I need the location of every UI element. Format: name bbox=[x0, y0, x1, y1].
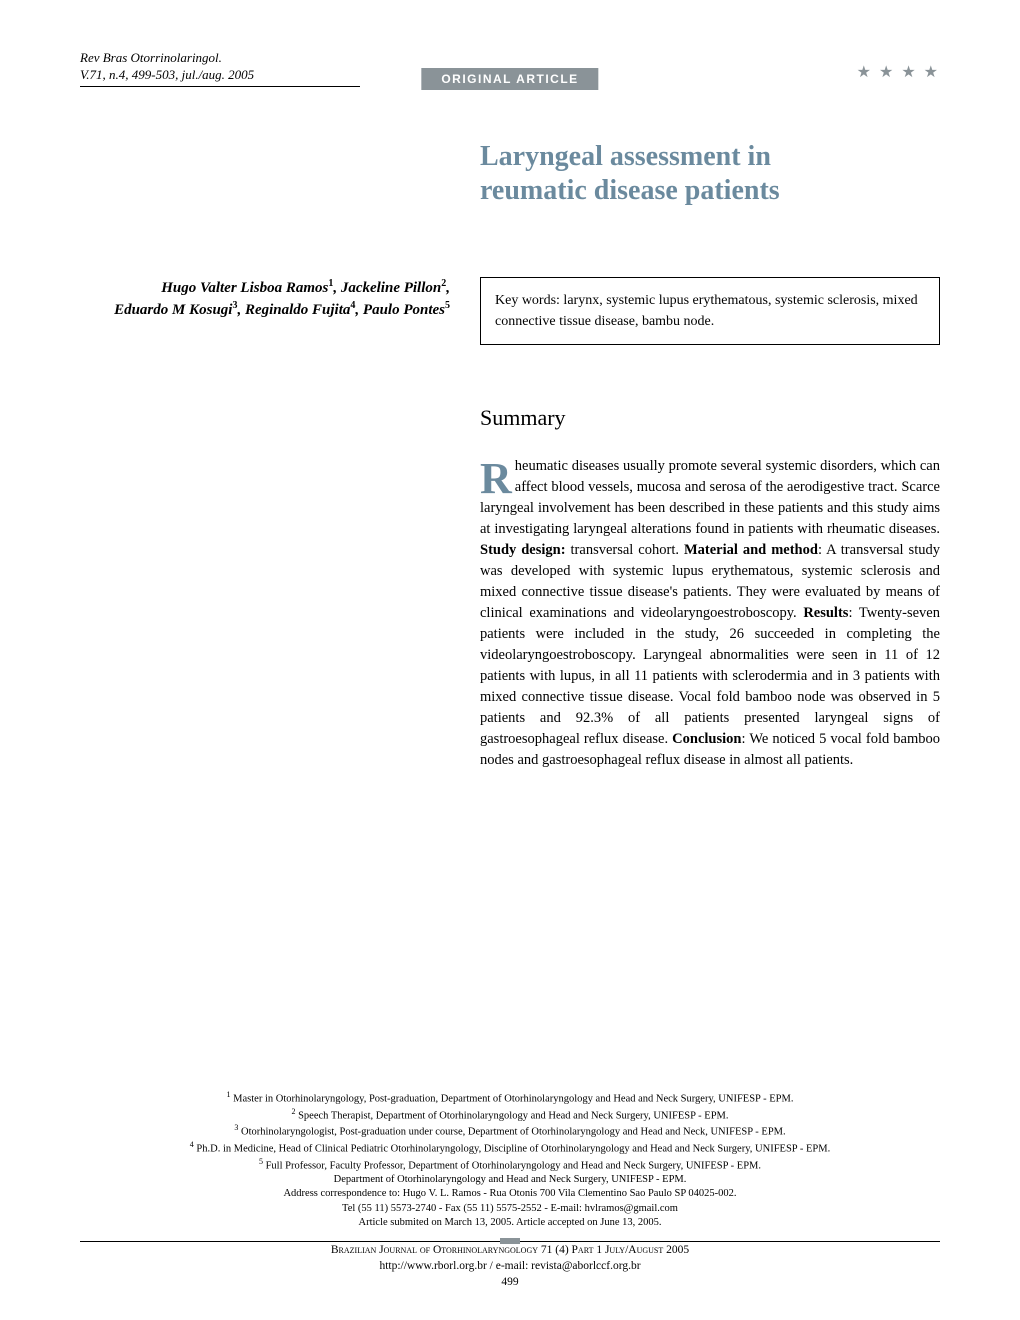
affil-sup: 5 bbox=[445, 300, 450, 311]
title-line-2: reumatic disease patients bbox=[480, 174, 940, 208]
correspondence-address: Address correspondence to: Hugo V. L. Ra… bbox=[80, 1187, 940, 1201]
author-5: , Paulo Pontes bbox=[355, 302, 445, 318]
summary-heading: Summary bbox=[480, 405, 940, 431]
submission-dates: Article submited on March 13, 2005. Arti… bbox=[80, 1216, 940, 1230]
affil-line: 1 Master in Otorhinolaryngology, Post-gr… bbox=[80, 1090, 940, 1107]
rating-stars-icon: ★ ★ ★ ★ bbox=[857, 62, 940, 82]
contact-info: Tel (55 11) 5573-2740 - Fax (55 11) 5575… bbox=[80, 1202, 940, 1216]
author-2: , Jackeline Pillon bbox=[333, 280, 441, 296]
results-label: Results bbox=[803, 605, 848, 621]
page-header: Rev Bras Otorrinolaringol. V.71, n.4, 49… bbox=[80, 50, 940, 90]
journal-name: Rev Bras Otorrinolaringol. bbox=[80, 50, 360, 67]
author-list: Hugo Valter Lisboa Ramos1, Jackeline Pil… bbox=[80, 277, 450, 345]
journal-issue: V.71, n.4, 499-503, jul./aug. 2005 bbox=[80, 67, 360, 84]
authors-keywords-row: Hugo Valter Lisboa Ramos1, Jackeline Pil… bbox=[80, 277, 940, 345]
affil-1: Master in Otorhinolaryngology, Post-grad… bbox=[231, 1093, 794, 1104]
department-line: Department of Otorhinolaryngology and He… bbox=[80, 1173, 940, 1187]
affil-3: Otorhinolaryngologist, Post-graduation u… bbox=[238, 1127, 785, 1138]
summary-section: Summary Rheumatic diseases usually promo… bbox=[480, 405, 940, 771]
affil-line: 4 Ph.D. in Medicine, Head of Clinical Pe… bbox=[80, 1140, 940, 1157]
affil-2: Speech Therapist, Department of Otorhino… bbox=[295, 1110, 728, 1121]
study-design-label: Study design: bbox=[480, 542, 566, 558]
summary-text: transversal cohort. bbox=[566, 542, 684, 558]
journal-citation: Rev Bras Otorrinolaringol. V.71, n.4, 49… bbox=[80, 50, 360, 87]
page-number: 499 bbox=[80, 1274, 940, 1290]
affil-line: 5 Full Professor, Faculty Professor, Dep… bbox=[80, 1157, 940, 1174]
affil-line: 2 Speech Therapist, Department of Otorhi… bbox=[80, 1107, 940, 1124]
affiliations-block: 1 Master in Otorhinolaryngology, Post-gr… bbox=[80, 1090, 940, 1230]
article-title: Laryngeal assessment in reumatic disease… bbox=[480, 140, 940, 207]
title-line-1: Laryngeal assessment in bbox=[480, 140, 940, 174]
author-4: , Reginaldo Fujita bbox=[237, 302, 350, 318]
article-type-badge: ORIGINAL ARTICLE bbox=[421, 68, 598, 90]
material-method-label: Material and method bbox=[684, 542, 818, 558]
footer-journal: Brazilian Journal of Otorhinolaryngology… bbox=[80, 1242, 940, 1258]
summary-text: : Twenty-seven patients were included in… bbox=[480, 605, 940, 747]
dropcap: R bbox=[480, 456, 515, 497]
summary-text: heumatic diseases usually promote severa… bbox=[480, 458, 940, 537]
conclusion-label: Conclusion bbox=[672, 731, 741, 747]
sep: , bbox=[446, 280, 450, 296]
page-footer: Brazilian Journal of Otorhinolaryngology… bbox=[80, 1242, 940, 1290]
author-1: Hugo Valter Lisboa Ramos bbox=[161, 280, 328, 296]
author-3: Eduardo M Kosugi bbox=[114, 302, 232, 318]
keywords-box: Key words: larynx, systemic lupus erythe… bbox=[480, 277, 940, 345]
affil-5: Full Professor, Faculty Professor, Depar… bbox=[263, 1160, 761, 1171]
summary-body: Rheumatic diseases usually promote sever… bbox=[480, 456, 940, 771]
affil-4: Ph.D. in Medicine, Head of Clinical Pedi… bbox=[194, 1143, 830, 1154]
affil-line: 3 Otorhinolaryngologist, Post-graduation… bbox=[80, 1123, 940, 1140]
footer-web: http://www.rborl.org.br / e-mail: revist… bbox=[80, 1258, 940, 1274]
